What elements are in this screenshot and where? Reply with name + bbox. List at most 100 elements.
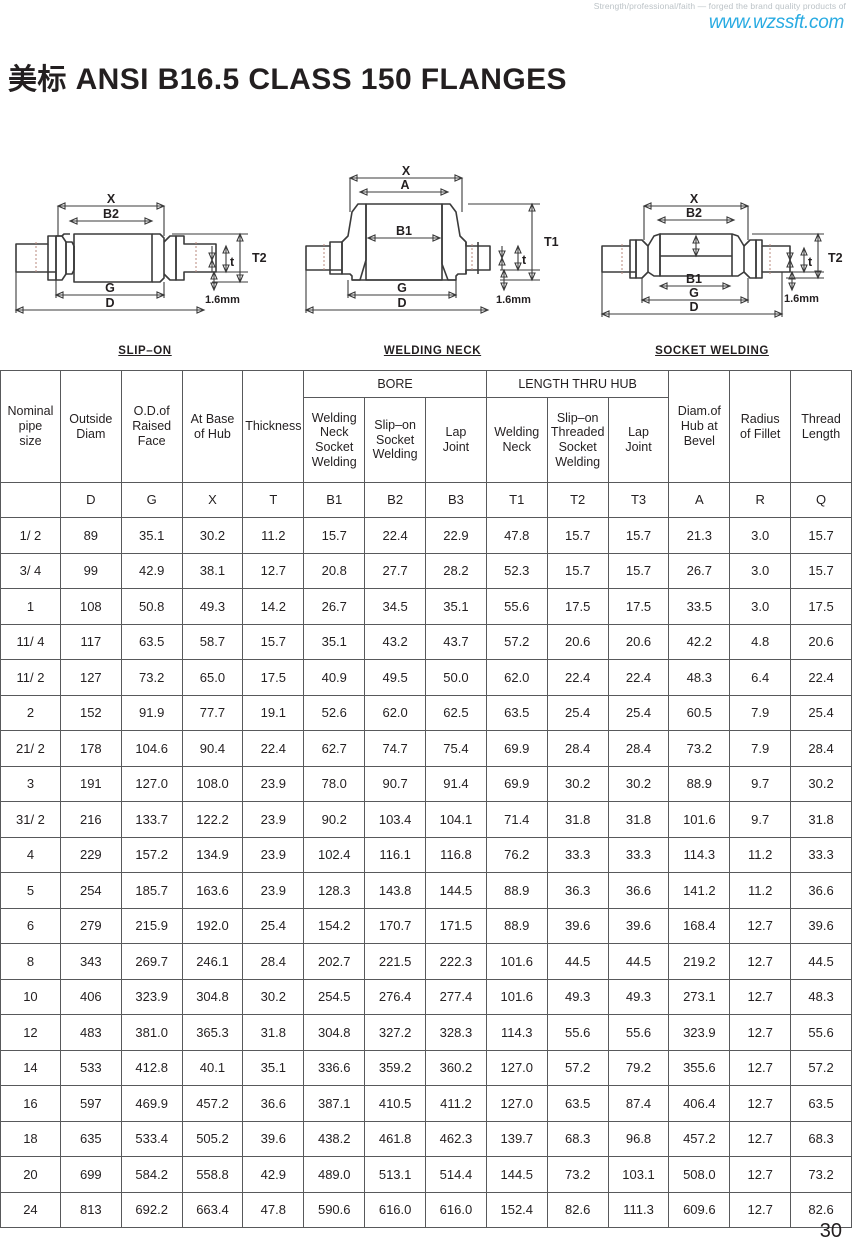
cell-t1: 152.4 bbox=[485, 1191, 548, 1228]
cell-t1: 139.7 bbox=[485, 1120, 548, 1157]
cell-g: 584.2 bbox=[120, 1156, 183, 1193]
cell-a: 101.6 bbox=[668, 801, 731, 838]
header-line: O.D.of bbox=[133, 404, 170, 419]
cell-b3: 411.2 bbox=[425, 1085, 487, 1122]
cell-b2: 27.7 bbox=[364, 552, 427, 589]
cell-g: 412.8 bbox=[120, 1049, 183, 1086]
header-line: Lap bbox=[445, 425, 467, 440]
dim-label-x: X bbox=[107, 192, 116, 206]
cell-g: 157.2 bbox=[120, 836, 183, 873]
cell-t2: 25.4 bbox=[546, 694, 609, 731]
cell-g: 35.1 bbox=[120, 517, 183, 554]
cell-x: 40.1 bbox=[181, 1049, 244, 1086]
cell-r: 12.7 bbox=[729, 943, 792, 980]
header-line: Welding bbox=[372, 447, 418, 462]
dim-label-t: t bbox=[522, 253, 527, 267]
cell-t1: 55.6 bbox=[485, 588, 548, 625]
table-row: 4 229 157.2 134.9 23.9 102.4 116.1 116.8 76.2 33.… bbox=[0, 836, 852, 873]
cell-r: 12.7 bbox=[729, 978, 792, 1015]
cell-t3: 79.2 bbox=[607, 1049, 670, 1086]
cell-d: 89 bbox=[59, 517, 122, 554]
cell-b1: 102.4 bbox=[303, 836, 366, 873]
dim-label-t1: T1 bbox=[544, 235, 559, 249]
cell-nominal-pipe-size: 8 bbox=[0, 943, 61, 980]
cell-x: 192.0 bbox=[181, 907, 244, 944]
cell-d: 117 bbox=[59, 623, 122, 660]
cell-b2: 90.7 bbox=[364, 765, 427, 802]
cell-a: 355.6 bbox=[668, 1049, 731, 1086]
cell-x: 77.7 bbox=[181, 694, 244, 731]
cell-t1: 114.3 bbox=[485, 1014, 548, 1051]
dim-label-x: X bbox=[402, 164, 411, 178]
cell-b1: 336.6 bbox=[303, 1049, 366, 1086]
cell-q: 15.7 bbox=[790, 517, 852, 554]
cell-t1: 63.5 bbox=[485, 694, 548, 731]
symbol-b3: B3 bbox=[425, 482, 487, 518]
cell-r: 12.7 bbox=[729, 1191, 792, 1228]
cell-b1: 15.7 bbox=[303, 517, 366, 554]
cell-b2: 327.2 bbox=[364, 1014, 427, 1051]
cell-r: 3.0 bbox=[729, 517, 792, 554]
cell-t: 25.4 bbox=[242, 907, 305, 944]
cell-t2: 15.7 bbox=[546, 552, 609, 589]
cell-q: 22.4 bbox=[790, 659, 852, 696]
cell-a: 33.5 bbox=[668, 588, 731, 625]
header-line: Welding bbox=[311, 454, 357, 469]
slip-on-drawing: X B2 T2 t 1.6mm bbox=[14, 192, 267, 314]
symbol-b2: B2 bbox=[364, 482, 427, 518]
cell-b1: 489.0 bbox=[303, 1156, 366, 1193]
header-line: Thread bbox=[801, 411, 841, 426]
cell-g: 127.0 bbox=[120, 765, 183, 802]
cell-a: 42.2 bbox=[668, 623, 731, 660]
cell-x: 457.2 bbox=[181, 1085, 244, 1122]
cell-d: 343 bbox=[59, 943, 122, 980]
cell-t: 22.4 bbox=[242, 730, 305, 767]
cell-t: 28.4 bbox=[242, 943, 305, 980]
cell-nominal-pipe-size: 18 bbox=[0, 1120, 61, 1157]
cell-q: 82.6 bbox=[790, 1191, 852, 1228]
cell-t2: 30.2 bbox=[546, 765, 609, 802]
cell-r: 9.7 bbox=[729, 801, 792, 838]
dim-label-d: D bbox=[105, 296, 114, 310]
cell-d: 533 bbox=[59, 1049, 122, 1086]
table-subheader-row: Welding Neck Socket Welding Slip–on Sock… bbox=[1, 397, 852, 483]
cell-nominal-pipe-size: 20 bbox=[0, 1156, 61, 1193]
dim-label-b1: B1 bbox=[396, 224, 412, 238]
cell-nominal-pipe-size: 3/ 4 bbox=[0, 552, 61, 589]
cell-t2: 28.4 bbox=[546, 730, 609, 767]
col-header-nominal-pipe-size: Nominal pipe size bbox=[0, 370, 61, 483]
header-line: size bbox=[19, 433, 42, 448]
cell-t2: 17.5 bbox=[546, 588, 609, 625]
cell-t2: 68.3 bbox=[546, 1120, 609, 1157]
cell-b1: 154.2 bbox=[303, 907, 366, 944]
cell-b2: 616.0 bbox=[364, 1191, 427, 1228]
cell-d: 99 bbox=[59, 552, 122, 589]
cell-a: 219.2 bbox=[668, 943, 731, 980]
dim-label-t2: T2 bbox=[252, 251, 267, 265]
cell-q: 20.6 bbox=[790, 623, 852, 660]
cell-b3: 144.5 bbox=[425, 872, 487, 909]
cell-a: 406.4 bbox=[668, 1085, 731, 1122]
cell-t2: 73.2 bbox=[546, 1156, 609, 1193]
cell-a: 114.3 bbox=[668, 836, 731, 873]
cell-d: 813 bbox=[59, 1191, 122, 1228]
table-row: 12 483 381.0 365.3 31.8 304.8 327.2 328.3 114.3 5… bbox=[0, 1014, 852, 1051]
header-line: Length bbox=[801, 426, 841, 441]
cell-b1: 128.3 bbox=[303, 872, 366, 909]
table-row: 3/ 4 99 42.9 38.1 12.7 20.8 27.7 28.2 52.3 15.7 15… bbox=[0, 552, 852, 589]
table-row: 11/ 2 127 73.2 65.0 17.5 40.9 49.5 50.0 62.0 22.4… bbox=[0, 659, 852, 696]
page-title: 美标 ANSI B16.5 CLASS 150 FLANGES bbox=[8, 56, 567, 98]
cell-b3: 116.8 bbox=[425, 836, 487, 873]
cell-x: 365.3 bbox=[181, 1014, 244, 1051]
header-line: of Hub bbox=[194, 426, 231, 441]
cell-t: 23.9 bbox=[242, 801, 305, 838]
group-header-length-thru-hub: LENGTH THRU HUB bbox=[485, 370, 670, 398]
cell-nominal-pipe-size: 2 bbox=[0, 694, 61, 731]
header-line: Neck bbox=[502, 440, 531, 454]
cell-r: 3.0 bbox=[729, 552, 792, 589]
col-header-outside-diam: Outside Diam bbox=[59, 370, 122, 483]
cell-q: 63.5 bbox=[790, 1085, 852, 1122]
cell-b3: 50.0 bbox=[425, 659, 487, 696]
dim-label-b2: B2 bbox=[103, 207, 119, 221]
cell-b1: 35.1 bbox=[303, 623, 366, 660]
